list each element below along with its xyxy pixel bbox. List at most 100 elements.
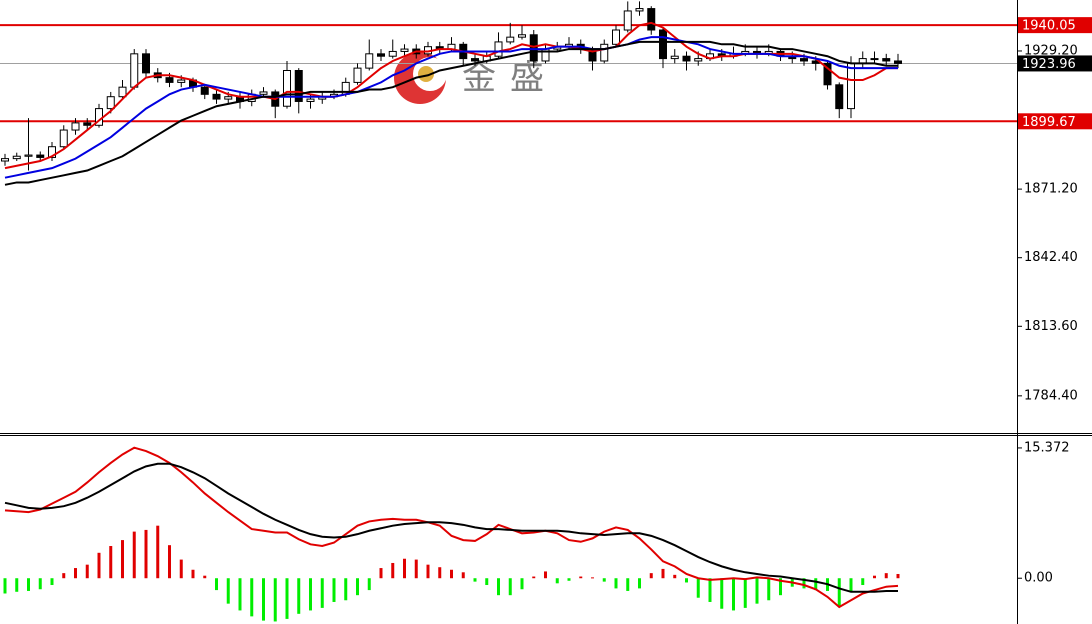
histogram-bar — [732, 578, 735, 611]
candle-body — [647, 8, 656, 31]
histogram-bar — [15, 578, 19, 592]
candle-body — [682, 55, 691, 62]
moving-average — [4, 40, 898, 186]
candle-body — [894, 60, 902, 64]
candle-body — [529, 34, 538, 62]
level-tag — [1018, 17, 1092, 34]
candle-body — [635, 8, 644, 12]
histogram-bar — [168, 545, 171, 579]
histogram-bar — [485, 578, 489, 586]
candle-body — [518, 34, 526, 38]
histogram-bar — [591, 577, 594, 579]
candle-body — [600, 43, 609, 62]
candle-body — [118, 86, 127, 98]
histogram-bar — [144, 529, 148, 579]
histogram-bar — [896, 573, 900, 579]
level-label: 1940.05 — [1022, 19, 1076, 34]
histogram-bar — [85, 564, 89, 579]
histogram-bar — [473, 578, 477, 582]
candle-body — [1, 158, 9, 162]
candle-body — [165, 77, 174, 83]
histogram-bar — [285, 578, 289, 619]
candle-body — [659, 29, 667, 60]
candle-body — [388, 50, 397, 57]
level-label: 1923.96 — [1022, 57, 1076, 72]
candle-body — [400, 48, 409, 52]
y-tick-label: 1784.40 — [1024, 388, 1078, 403]
histogram-bar — [450, 569, 453, 579]
histogram-bar — [567, 578, 571, 581]
candle-body — [353, 67, 362, 83]
histogram-bar — [3, 578, 7, 594]
candle-body — [823, 62, 832, 86]
histogram-bar — [696, 578, 700, 598]
histogram-bar — [626, 578, 630, 591]
histogram-bar — [779, 578, 782, 596]
histogram-bar — [121, 540, 124, 579]
histogram-bar — [215, 578, 218, 591]
histogram-bar — [332, 578, 336, 602]
histogram-bar — [38, 578, 42, 590]
candle-body — [142, 53, 150, 74]
moving-average — [4, 36, 898, 179]
candle-body — [200, 86, 209, 95]
candle-body — [283, 69, 291, 107]
histogram-bar — [226, 578, 230, 604]
histogram-bar — [273, 578, 277, 622]
histogram-bar — [109, 546, 113, 579]
y-tick-label: 15.372 — [1024, 440, 1070, 455]
candle-body — [847, 62, 855, 110]
candle-body — [494, 41, 503, 57]
candle-body — [259, 91, 268, 95]
level-tag — [1018, 55, 1092, 72]
candle-body — [130, 53, 139, 88]
candle-body — [835, 84, 844, 110]
candle-body — [506, 36, 515, 43]
histogram-bar — [720, 578, 724, 609]
candle-body — [71, 122, 80, 131]
histogram-bar — [767, 578, 771, 601]
histogram-bar — [555, 578, 559, 584]
histogram-bar — [614, 578, 618, 589]
histogram-bar — [861, 578, 865, 586]
candle-body — [106, 96, 115, 110]
y-tick-label: 1929.20 — [1024, 43, 1078, 58]
macd-line — [4, 462, 898, 593]
histogram-bar — [602, 578, 606, 582]
histogram-bar — [649, 573, 653, 579]
candle-body — [294, 69, 303, 102]
histogram-bar — [179, 559, 183, 579]
histogram-bar — [544, 571, 547, 579]
histogram-bar — [873, 575, 876, 579]
histogram-bar — [755, 578, 759, 604]
watermark-text: 金盛 — [462, 58, 558, 98]
histogram-bar — [320, 578, 324, 608]
histogram-bar — [391, 562, 395, 579]
level-tag — [1018, 113, 1092, 130]
histogram-bar — [262, 578, 265, 621]
candle-body — [306, 98, 315, 102]
histogram-bar — [814, 578, 818, 591]
histogram-bar — [579, 576, 583, 579]
candle-body — [12, 155, 21, 160]
candle-body — [623, 10, 632, 31]
y-tick-label: 1813.60 — [1024, 319, 1078, 334]
candle-body — [670, 55, 679, 60]
candle-body — [870, 58, 879, 61]
histogram-bar — [97, 552, 101, 579]
histogram-bar — [438, 567, 442, 579]
histogram-bar — [638, 578, 641, 589]
candle-body — [365, 53, 374, 69]
histogram-bar — [50, 578, 54, 586]
histogram-bar — [849, 578, 853, 592]
histogram-bar — [497, 578, 500, 596]
candle-body — [471, 58, 479, 62]
histogram-bar — [461, 572, 465, 579]
level-label: 1899.67 — [1022, 115, 1076, 130]
y-tick-label: 0.00 — [1024, 571, 1053, 586]
histogram-bar — [426, 564, 430, 579]
candle-body — [48, 146, 56, 158]
histogram-bar — [520, 578, 524, 590]
